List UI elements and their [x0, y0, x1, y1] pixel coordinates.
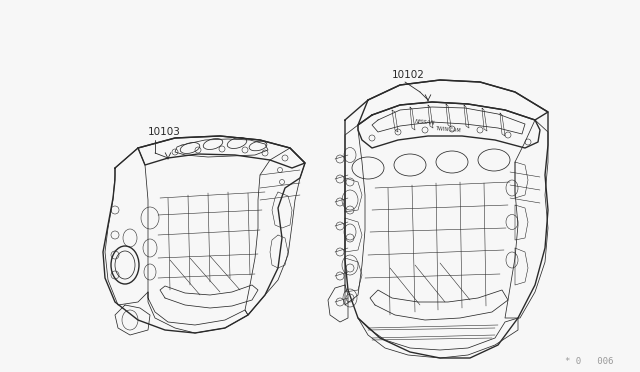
Text: * 0   006: * 0 006: [565, 357, 613, 366]
Text: TWIN CAM: TWIN CAM: [435, 126, 461, 133]
Text: 10102: 10102: [392, 70, 425, 80]
Text: NISSAN: NISSAN: [415, 119, 436, 126]
Text: 10103: 10103: [148, 127, 181, 137]
